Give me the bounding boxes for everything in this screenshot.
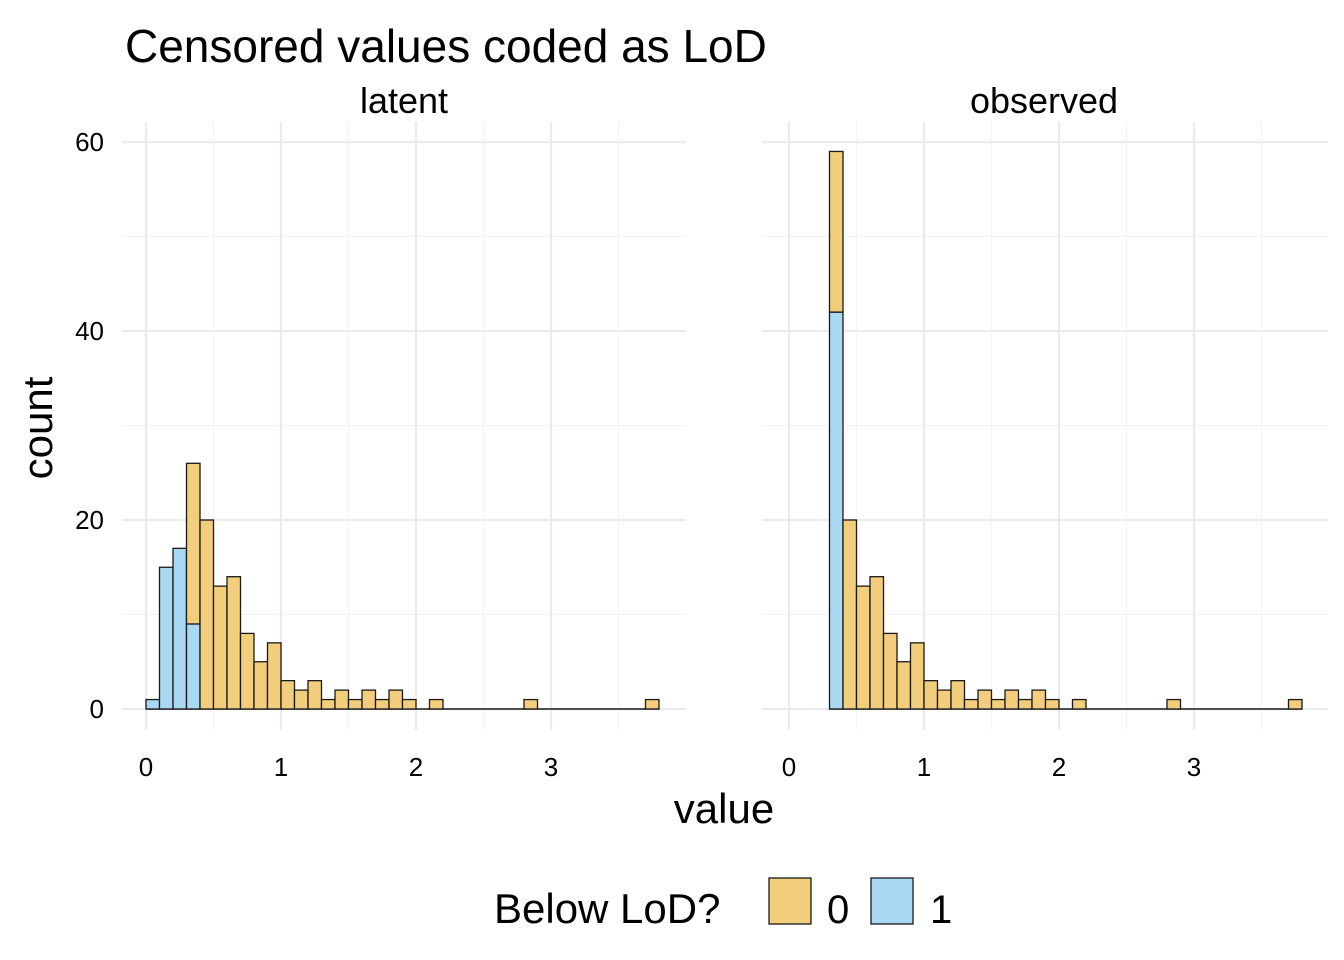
x-tick-label: 3 bbox=[544, 752, 558, 782]
histogram-bar-group-0 bbox=[401, 698, 417, 710]
histogram-bar-group-0 bbox=[1166, 698, 1182, 710]
histogram-bar-group-0 bbox=[1071, 698, 1087, 710]
panel-strip-latent: latent bbox=[360, 80, 448, 121]
histogram-bar-group-0 bbox=[266, 642, 282, 710]
histogram-bar-group-0 bbox=[239, 632, 255, 710]
histogram-bar-group-0 bbox=[990, 698, 1006, 710]
histogram-bar-group-0 bbox=[280, 680, 296, 710]
panel-observed: 0 1 2 3 bbox=[762, 122, 1328, 782]
panel-latent-x-axis: 0 1 2 3 bbox=[139, 752, 558, 782]
histogram-bar-group-0 bbox=[882, 632, 898, 710]
histogram-bar-group-0 bbox=[977, 689, 993, 710]
legend-label-0: 0 bbox=[827, 888, 849, 932]
legend-title: Below LoD? bbox=[494, 885, 720, 932]
histogram-bar-group-0 bbox=[212, 585, 228, 710]
histogram-bar-group-0 bbox=[199, 519, 215, 710]
panel-latent-bars bbox=[145, 462, 660, 710]
histogram-bar-group-1 bbox=[828, 311, 844, 710]
histogram-bar-group-0 bbox=[361, 689, 377, 710]
histogram-bar-group-0 bbox=[523, 698, 539, 710]
y-tick-label: 60 bbox=[75, 127, 104, 157]
histogram-bar-group-0 bbox=[347, 698, 363, 710]
legend: Below LoD? 0 1 bbox=[494, 877, 952, 932]
histogram-bar-group-1 bbox=[145, 698, 161, 710]
histogram-bar-group-1 bbox=[185, 623, 201, 710]
panel-observed-x-axis: 0 1 2 3 bbox=[782, 752, 1201, 782]
histogram-bar-group-0 bbox=[1044, 698, 1060, 710]
histogram-bar-group-0 bbox=[950, 680, 966, 710]
histogram-bar-group-0 bbox=[842, 519, 858, 710]
histogram-bar-group-0 bbox=[923, 680, 939, 710]
histogram-bar-group-0 bbox=[334, 689, 350, 710]
histogram-bar-group-0 bbox=[828, 150, 844, 313]
chart-title: Censored values coded as LoD bbox=[125, 20, 767, 72]
panel-latent: 0 1 2 3 bbox=[122, 122, 686, 782]
panel-strip-observed: observed bbox=[970, 80, 1118, 121]
histogram-bar-group-0 bbox=[185, 462, 201, 625]
panel-latent-grid bbox=[122, 122, 686, 730]
y-axis: 0 20 40 60 bbox=[75, 127, 104, 724]
histogram-bar-group-0 bbox=[253, 661, 269, 710]
histogram-bar-group-0 bbox=[226, 576, 242, 710]
y-tick-label: 0 bbox=[90, 694, 104, 724]
histogram-bar-group-1 bbox=[158, 566, 174, 710]
histogram-bar-group-0 bbox=[936, 689, 952, 710]
histogram-bar-group-0 bbox=[909, 642, 925, 710]
histogram-bar-group-0 bbox=[374, 698, 390, 710]
histogram-bar-group-0 bbox=[1031, 689, 1047, 710]
x-tick-label: 0 bbox=[782, 752, 796, 782]
histogram-bar-group-0 bbox=[644, 698, 660, 710]
histogram-bar-group-0 bbox=[428, 698, 444, 710]
histogram-bar-group-0 bbox=[307, 680, 323, 710]
x-tick-label: 1 bbox=[917, 752, 931, 782]
y-axis-title: count bbox=[14, 376, 61, 479]
x-tick-label: 2 bbox=[1052, 752, 1066, 782]
histogram-bar-group-0 bbox=[896, 661, 912, 710]
histogram-bar-group-0 bbox=[1287, 698, 1303, 710]
x-tick-label: 2 bbox=[409, 752, 423, 782]
legend-key-1 bbox=[870, 877, 914, 925]
panel-observed-bars bbox=[828, 150, 1303, 710]
y-tick-label: 20 bbox=[75, 505, 104, 535]
histogram-bar-group-0 bbox=[963, 698, 979, 710]
legend-key-0 bbox=[768, 877, 812, 925]
x-tick-label: 0 bbox=[139, 752, 153, 782]
histogram-bar-group-0 bbox=[388, 689, 404, 710]
x-axis-title: value bbox=[674, 785, 774, 832]
x-tick-label: 1 bbox=[274, 752, 288, 782]
histogram-bar-group-0 bbox=[855, 585, 871, 710]
histogram-bar-group-1 bbox=[172, 547, 188, 710]
histogram-bar-group-0 bbox=[293, 689, 309, 710]
histogram-bar-group-0 bbox=[1017, 698, 1033, 710]
histogram-bar-group-0 bbox=[320, 698, 336, 710]
legend-label-1: 1 bbox=[930, 888, 952, 932]
histogram-bar-group-0 bbox=[869, 576, 885, 710]
histogram-bar-group-0 bbox=[1004, 689, 1020, 710]
x-tick-label: 3 bbox=[1187, 752, 1201, 782]
y-tick-label: 40 bbox=[75, 316, 104, 346]
